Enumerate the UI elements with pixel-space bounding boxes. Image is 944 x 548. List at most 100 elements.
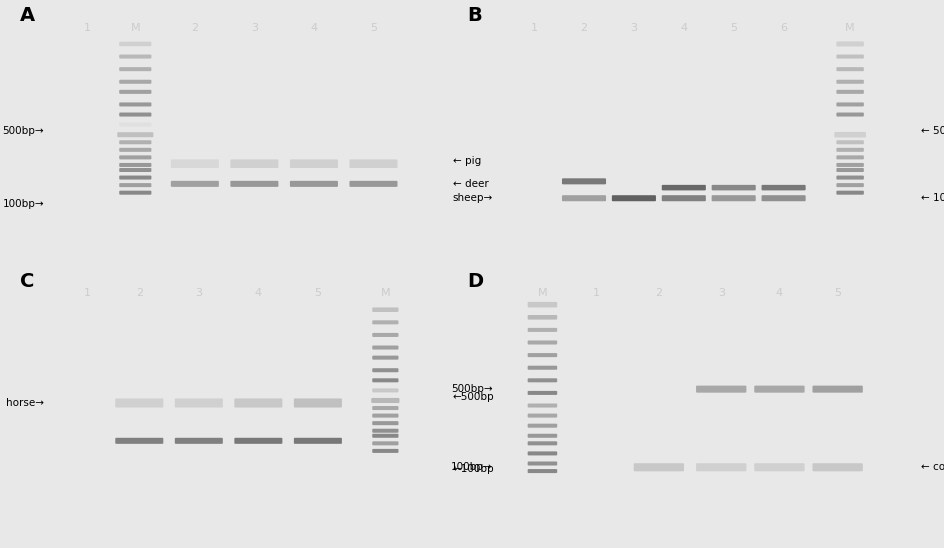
- Text: ← 500bp: ← 500bp: [919, 126, 944, 136]
- FancyBboxPatch shape: [372, 389, 398, 392]
- FancyBboxPatch shape: [711, 185, 755, 190]
- Text: M: M: [380, 288, 390, 298]
- FancyBboxPatch shape: [835, 148, 863, 152]
- FancyBboxPatch shape: [294, 398, 342, 408]
- FancyBboxPatch shape: [835, 156, 863, 159]
- FancyBboxPatch shape: [527, 452, 557, 455]
- FancyBboxPatch shape: [230, 181, 278, 187]
- Text: 1: 1: [592, 288, 599, 298]
- FancyBboxPatch shape: [753, 386, 803, 393]
- FancyBboxPatch shape: [527, 424, 557, 427]
- Text: 3: 3: [250, 22, 258, 32]
- Text: 4: 4: [310, 22, 317, 32]
- FancyBboxPatch shape: [527, 302, 557, 307]
- FancyBboxPatch shape: [119, 90, 151, 94]
- FancyBboxPatch shape: [119, 123, 151, 127]
- FancyBboxPatch shape: [117, 132, 153, 137]
- Text: M: M: [537, 288, 547, 298]
- FancyBboxPatch shape: [761, 185, 805, 190]
- FancyBboxPatch shape: [372, 414, 398, 418]
- FancyBboxPatch shape: [696, 386, 746, 393]
- FancyBboxPatch shape: [372, 321, 398, 324]
- FancyBboxPatch shape: [835, 123, 863, 127]
- Text: M: M: [130, 22, 140, 32]
- FancyBboxPatch shape: [372, 368, 398, 372]
- FancyBboxPatch shape: [527, 461, 557, 465]
- FancyBboxPatch shape: [119, 55, 151, 59]
- Text: 3: 3: [195, 288, 202, 298]
- FancyBboxPatch shape: [372, 421, 398, 425]
- Text: 6: 6: [779, 22, 786, 32]
- FancyBboxPatch shape: [835, 55, 863, 59]
- FancyBboxPatch shape: [290, 159, 338, 168]
- FancyBboxPatch shape: [527, 378, 557, 383]
- FancyBboxPatch shape: [835, 102, 863, 106]
- Text: 2: 2: [136, 288, 143, 298]
- Text: 500bp→: 500bp→: [450, 384, 492, 394]
- Text: 3: 3: [630, 22, 637, 32]
- Text: ← 100bp: ← 100bp: [919, 193, 944, 203]
- FancyBboxPatch shape: [119, 191, 151, 195]
- FancyBboxPatch shape: [119, 183, 151, 187]
- FancyBboxPatch shape: [834, 132, 865, 138]
- FancyBboxPatch shape: [527, 353, 557, 357]
- FancyBboxPatch shape: [761, 195, 805, 201]
- FancyBboxPatch shape: [294, 438, 342, 444]
- FancyBboxPatch shape: [372, 434, 398, 438]
- FancyBboxPatch shape: [372, 441, 398, 446]
- FancyBboxPatch shape: [696, 463, 746, 471]
- FancyBboxPatch shape: [119, 112, 151, 117]
- FancyBboxPatch shape: [527, 328, 557, 332]
- FancyBboxPatch shape: [661, 195, 705, 201]
- FancyBboxPatch shape: [372, 307, 398, 312]
- FancyBboxPatch shape: [527, 366, 557, 370]
- FancyBboxPatch shape: [835, 80, 863, 84]
- Text: horse→: horse→: [6, 398, 44, 408]
- FancyBboxPatch shape: [633, 463, 683, 471]
- Text: 4: 4: [680, 22, 686, 32]
- FancyBboxPatch shape: [527, 414, 557, 418]
- Text: sheep→: sheep→: [452, 193, 492, 203]
- FancyBboxPatch shape: [835, 175, 863, 180]
- Text: 5: 5: [314, 288, 321, 298]
- Text: B: B: [467, 6, 481, 25]
- FancyBboxPatch shape: [527, 441, 557, 446]
- FancyBboxPatch shape: [119, 156, 151, 159]
- FancyBboxPatch shape: [372, 356, 398, 359]
- FancyBboxPatch shape: [372, 429, 398, 433]
- FancyBboxPatch shape: [234, 398, 282, 408]
- Text: ←500bp: ←500bp: [452, 392, 494, 402]
- Text: 100bp→: 100bp→: [3, 199, 44, 209]
- FancyBboxPatch shape: [349, 181, 397, 187]
- FancyBboxPatch shape: [835, 42, 863, 47]
- Text: 1: 1: [84, 288, 92, 298]
- FancyBboxPatch shape: [835, 112, 863, 117]
- FancyBboxPatch shape: [119, 67, 151, 71]
- Text: 3: 3: [716, 288, 724, 298]
- Text: 1: 1: [84, 22, 92, 32]
- Text: 2: 2: [580, 22, 587, 32]
- Text: ← pig: ← pig: [452, 156, 480, 166]
- Text: ←100bp: ←100bp: [452, 464, 494, 474]
- FancyBboxPatch shape: [527, 340, 557, 345]
- FancyBboxPatch shape: [115, 438, 163, 444]
- Text: C: C: [20, 272, 35, 291]
- FancyBboxPatch shape: [527, 469, 557, 473]
- FancyBboxPatch shape: [175, 438, 223, 444]
- FancyBboxPatch shape: [372, 333, 398, 337]
- FancyBboxPatch shape: [372, 406, 398, 410]
- FancyBboxPatch shape: [119, 175, 151, 180]
- FancyBboxPatch shape: [527, 391, 557, 395]
- Text: 4: 4: [255, 288, 261, 298]
- Text: 5: 5: [834, 288, 840, 298]
- FancyBboxPatch shape: [119, 148, 151, 152]
- Text: 5: 5: [730, 22, 736, 32]
- Text: D: D: [467, 272, 483, 291]
- FancyBboxPatch shape: [230, 159, 278, 168]
- Text: M: M: [845, 22, 854, 32]
- FancyBboxPatch shape: [372, 449, 398, 453]
- FancyBboxPatch shape: [527, 403, 557, 408]
- FancyBboxPatch shape: [119, 42, 151, 46]
- FancyBboxPatch shape: [835, 67, 863, 71]
- FancyBboxPatch shape: [234, 438, 282, 444]
